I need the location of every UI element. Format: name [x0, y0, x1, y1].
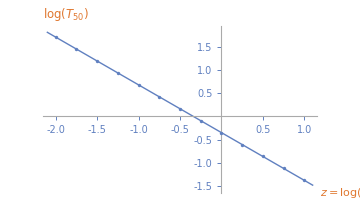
Point: [73, 47, 79, 51]
Point: [177, 107, 183, 111]
Point: [94, 59, 100, 63]
Point: [281, 167, 287, 170]
Point: [239, 143, 245, 146]
Point: [301, 179, 307, 182]
Text: $\mathrm{log}(T_{50})$: $\mathrm{log}(T_{50})$: [43, 6, 89, 23]
Point: [53, 35, 59, 39]
Point: [136, 83, 141, 87]
Point: [156, 95, 162, 99]
Text: $z\mathrm{=log(}x\mathrm{)}$: $z\mathrm{=log(}x\mathrm{)}$: [320, 186, 360, 200]
Point: [198, 119, 204, 122]
Point: [260, 155, 266, 158]
Point: [115, 71, 121, 75]
Point: [219, 131, 224, 134]
